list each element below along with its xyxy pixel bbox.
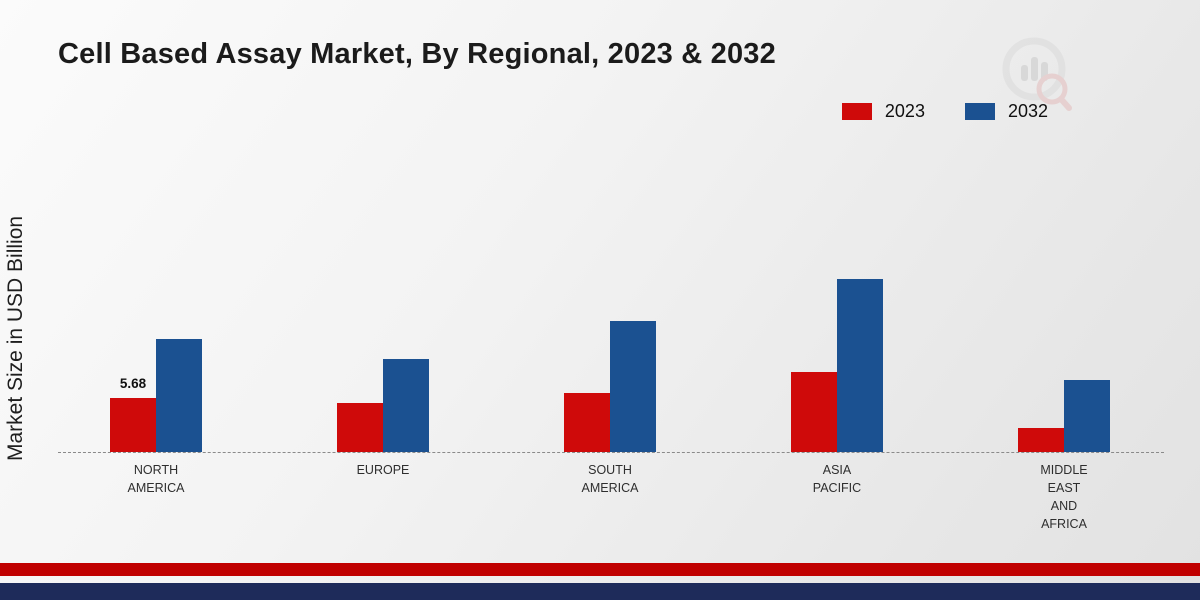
logo-ring-icon xyxy=(1002,37,1066,101)
x-axis-label-europe: EUROPE xyxy=(356,463,410,477)
x-axis-label-middle-east-and-africa: MIDDLE EAST AND AFRICA xyxy=(1040,463,1088,531)
bar-2023-middle-east-and-africa xyxy=(1018,428,1064,452)
legend-swatch-2023 xyxy=(841,103,872,120)
bar-2032-north-america xyxy=(156,338,202,452)
legend-item-2023: 2023 xyxy=(841,101,925,122)
bar-2023-europe xyxy=(337,402,383,452)
x-axis-label-asia-pacific: ASIA PACIFIC xyxy=(812,463,862,495)
chart-title: Cell Based Assay Market, By Regional, 20… xyxy=(58,38,776,70)
bar-2023-asia-pacific xyxy=(791,371,837,452)
logo-magnifier-icon xyxy=(1036,73,1072,111)
data-label-north-america-2023: 5.68 xyxy=(119,376,147,392)
x-axis-label-north-america: NORTH AMERICA xyxy=(127,463,185,495)
bar-2032-middle-east-and-africa xyxy=(1064,380,1110,452)
bar-2032-south-america xyxy=(610,320,656,452)
logo-watermark xyxy=(1002,37,1072,111)
x-axis-label-south-america: SOUTH AMERICA xyxy=(581,463,639,495)
legend-item-2032: 2032 xyxy=(964,101,1048,122)
bar-2023-south-america xyxy=(564,393,610,452)
legend-label-2023: 2023 xyxy=(884,101,925,121)
bar-2032-asia-pacific xyxy=(837,279,883,452)
footer-red-stripe xyxy=(0,563,1200,576)
legend: 2023 2032 xyxy=(841,101,1048,122)
footer-navy-stripe xyxy=(0,583,1200,600)
bar-2023-north-america xyxy=(110,398,156,452)
bar-2032-europe xyxy=(383,359,429,452)
x-axis-baseline xyxy=(58,452,1164,453)
legend-label-2032: 2032 xyxy=(1007,101,1048,121)
legend-swatch-2032 xyxy=(964,103,995,120)
logo-bars-icon xyxy=(1021,57,1048,81)
